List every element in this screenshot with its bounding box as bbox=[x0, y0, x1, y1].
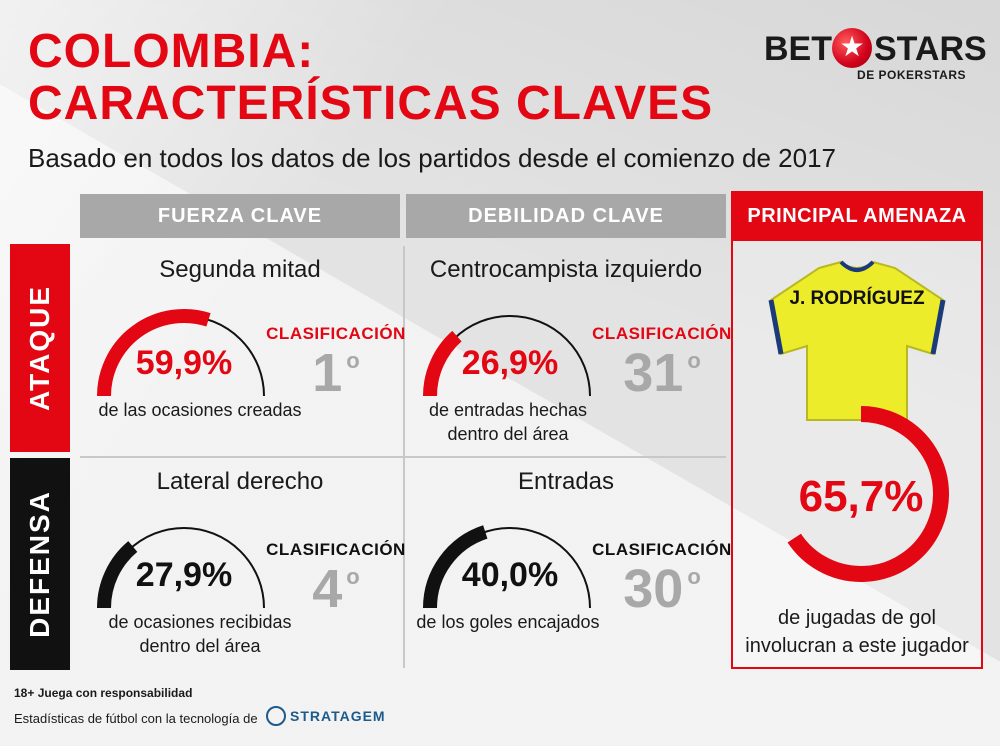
defense-strength-desc: de ocasiones recibidas dentro del área bbox=[80, 610, 320, 658]
defense-weakness-pct: 40,0% bbox=[461, 556, 559, 594]
row-label-defense-text: DEFENSA bbox=[24, 490, 55, 638]
defense-weakness-gauge bbox=[423, 525, 591, 609]
betstars-logo: BET ★ STARS DE POKERSTARS bbox=[764, 24, 987, 84]
desc-line: dentro del área bbox=[139, 636, 261, 656]
rank-number: 4 bbox=[312, 559, 343, 619]
threat-ring bbox=[787, 406, 949, 582]
attack-strength-rank-label: CLASIFICACIÓN bbox=[266, 324, 406, 343]
subtitle: Basado en todos los datos de los partido… bbox=[28, 143, 836, 173]
defense-strength-title: Lateral derecho bbox=[156, 468, 324, 495]
responsible-gaming-note: 18+ Juega con responsabilidad bbox=[14, 686, 193, 700]
logo-text-bet: BET bbox=[764, 30, 832, 68]
threat-desc: de jugadas de gol involucran a este juga… bbox=[741, 604, 973, 660]
stratagem-logo: STRATAGEM bbox=[266, 706, 385, 728]
logo-text-stars: STARS bbox=[874, 30, 987, 68]
gauge-fill bbox=[97, 309, 211, 397]
rank-number: 1 bbox=[312, 343, 343, 403]
attack-weakness-pct: 26,9% bbox=[461, 344, 559, 382]
defense-weakness-rank-label: CLASIFICACIÓN bbox=[592, 540, 732, 559]
row-label-attack-text: ATAQUE bbox=[24, 284, 55, 412]
title-line-2: CARACTERÍSTICAS CLAVES bbox=[28, 77, 714, 130]
desc-line: de ocasiones recibidas bbox=[108, 612, 292, 632]
poker-chip-icon: ★ bbox=[832, 28, 872, 68]
grid-divider-horizontal bbox=[80, 456, 726, 458]
column-header-weakness: DEBILIDAD CLAVE bbox=[406, 194, 726, 238]
attack-strength-pct: 59,9% bbox=[135, 344, 233, 382]
attack-weakness-rank-label: CLASIFICACIÓN bbox=[592, 324, 732, 343]
player-name: J. RODRÍGUEZ bbox=[789, 288, 925, 309]
threat-pct: 65,7% bbox=[798, 472, 924, 521]
attack-strength-desc: de las ocasiones creadas bbox=[80, 398, 320, 422]
rank-ordinal: o bbox=[687, 348, 701, 373]
defense-weakness-rank: 30 o bbox=[592, 558, 732, 620]
desc-line: de los goles encajados bbox=[416, 612, 600, 632]
defense-strength-gauge bbox=[97, 527, 265, 609]
ring-fill bbox=[787, 406, 949, 582]
rank-number: 31 bbox=[623, 343, 684, 403]
powered-by-text: Estadísticas de fútbol con la tecnología… bbox=[14, 711, 258, 726]
attack-weakness-rank: 31 o bbox=[592, 342, 732, 404]
rank-number: 30 bbox=[623, 559, 684, 619]
attack-strength-title: Segunda mitad bbox=[159, 256, 321, 283]
logo-subtext: DE POKERSTARS bbox=[857, 68, 966, 82]
column-header-strength: FUERZA CLAVE bbox=[80, 194, 400, 238]
desc-line: involucran a este jugador bbox=[745, 635, 969, 657]
defense-weakness-desc: de los goles encajados bbox=[398, 610, 618, 634]
defense-strength-pct: 27,9% bbox=[135, 556, 233, 594]
attack-weakness-gauge bbox=[423, 315, 591, 397]
page-title: COLOMBIA: CARACTERÍSTICAS CLAVES bbox=[28, 26, 748, 130]
desc-line: de entradas hechas bbox=[428, 400, 588, 420]
column-header-threat: PRINCIPAL AMENAZA bbox=[731, 191, 983, 241]
desc-line: de las ocasiones creadas bbox=[98, 400, 302, 420]
globe-icon bbox=[266, 706, 286, 726]
gauge-fill bbox=[423, 330, 462, 397]
rank-ordinal: o bbox=[346, 564, 360, 589]
star-icon: ★ bbox=[839, 31, 865, 62]
defense-strength-rank-label: CLASIFICACIÓN bbox=[266, 540, 406, 559]
attack-weakness-desc: de entradas hechas dentro del área bbox=[398, 398, 618, 446]
row-label-attack: ATAQUE bbox=[10, 244, 70, 452]
gauge-fill bbox=[97, 541, 138, 609]
row-label-defense: DEFENSA bbox=[10, 458, 70, 670]
desc-line: dentro del área bbox=[447, 424, 569, 444]
stratagem-text: STRATAGEM bbox=[290, 708, 386, 724]
gauge-fill bbox=[423, 525, 488, 609]
rank-ordinal: o bbox=[346, 348, 360, 373]
attack-strength-gauge bbox=[97, 309, 265, 397]
desc-line: de jugadas de gol bbox=[778, 607, 936, 629]
defense-weakness-title: Entradas bbox=[517, 468, 615, 495]
attack-weakness-title: Centrocampista izquierdo bbox=[429, 256, 703, 283]
jersey-icon bbox=[768, 260, 946, 421]
rank-ordinal: o bbox=[687, 564, 701, 589]
title-line-1: COLOMBIA: bbox=[28, 25, 315, 78]
